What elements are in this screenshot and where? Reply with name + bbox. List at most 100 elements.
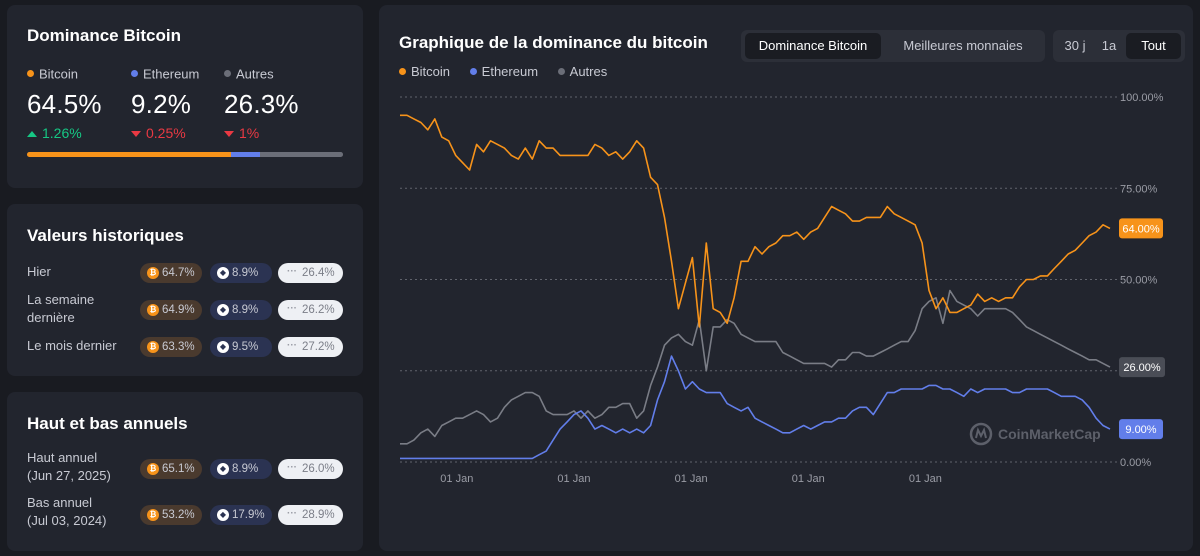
yearly-row-high: Haut annuel (Jun 27, 2025) ₿ 65.1% ◆ 8.9% ·… <box>27 449 343 487</box>
ellipsis-icon: ··· <box>287 303 297 314</box>
eth-pill: ◆ 8.9% <box>210 300 272 320</box>
end-label-ethereum: 9.00% <box>1119 419 1163 440</box>
dominance-bar-autres <box>259 152 343 157</box>
ellipsis-icon: ··· <box>287 508 297 519</box>
svg-text:26.00%: 26.00% <box>1123 362 1161 374</box>
dominance-bar-bitcoin <box>27 152 231 157</box>
ellipsis-icon: ··· <box>287 462 297 473</box>
caret-down-icon <box>224 131 234 138</box>
end-label-bitcoin: 64.00% <box>1119 218 1163 239</box>
coinmarketcap-watermark: CoinMarketCap <box>969 422 1101 446</box>
autres-label: Autres <box>236 66 274 82</box>
eth-pill: ◆ 8.9% <box>210 459 272 479</box>
legend-ethereum-dot <box>469 68 477 76</box>
tab-meilleures-monnaies[interactable]: Meilleures monnaies <box>903 38 1023 53</box>
coinmarketcap-text: CoinMarketCap <box>998 426 1101 442</box>
historical-row-last-month: Le mois dernier ₿ 63.3% ◆ 9.5% ··· 27.2% <box>27 337 343 357</box>
tab-dominance-bitcoin[interactable]: Dominance Bitcoin <box>745 33 881 59</box>
bitcoin-change: 1.26% <box>27 125 137 141</box>
chart-panel: Graphique de la dominance du bitcoin Dom… <box>379 5 1193 551</box>
others-pill: ··· 26.4% <box>278 263 343 283</box>
ethereum-dot <box>131 70 138 78</box>
y-tick-label: 0.00% <box>1120 457 1151 469</box>
caret-up-icon <box>27 131 37 138</box>
series-line-bitcoin <box>400 114 1111 328</box>
autres-value: 26.3% <box>224 89 299 119</box>
bitcoin-icon: ₿ <box>147 509 159 521</box>
bitcoin-label: Bitcoin <box>39 66 79 82</box>
bitcoin-dot <box>27 70 34 78</box>
ethereum-icon: ◆ <box>217 509 229 521</box>
chart-title: Graphique de la dominance du bitcoin <box>399 33 708 52</box>
chart-type-tabs: Dominance Bitcoin Meilleures monnaies <box>741 30 1045 62</box>
dominance-item-ethereum: Ethereum 9.2% 0.25% <box>131 65 231 141</box>
ellipsis-icon: ··· <box>287 340 297 351</box>
bitcoin-icon: ₿ <box>147 304 159 316</box>
coinmarketcap-logo-mark <box>975 427 987 439</box>
btc-pill: ₿ 64.9% <box>140 300 202 320</box>
bitcoin-icon: ₿ <box>147 267 159 279</box>
dominance-bar <box>27 152 343 157</box>
legend-autres: Autres <box>569 64 608 80</box>
row-label: Bas annuel (Jul 03, 2024) <box>27 495 107 528</box>
dominance-line-chart[interactable]: CoinMarketCap 0.00%25.00%50.00%75.00%100… <box>379 5 1193 551</box>
dominance-title: Dominance Bitcoin <box>27 26 181 45</box>
yearly-row-low: Bas annuel (Jul 03, 2024) ₿ 53.2% ◆ 17.9% ·… <box>27 494 343 532</box>
historical-row-yesterday: Hier ₿ 64.7% ◆ 8.9% ··· 26.4% <box>27 263 343 283</box>
coinmarketcap-logo-icon <box>969 422 993 446</box>
legend-bitcoin: Bitcoin <box>411 64 451 80</box>
row-label: Haut annuel (Jun 27, 2025) <box>27 450 111 483</box>
range-tout-button[interactable]: Tout <box>1126 33 1181 59</box>
btc-pill: ₿ 63.3% <box>140 337 202 357</box>
others-pill: ··· 27.2% <box>278 337 343 357</box>
autres-dot <box>224 70 231 78</box>
range-1a-button[interactable]: 1a <box>1101 38 1117 53</box>
chart-legend: Bitcoin Ethereum Autres <box>399 63 607 79</box>
svg-text:9.00%: 9.00% <box>1125 424 1156 436</box>
dominance-card: Dominance Bitcoin Bitcoin 64.5% 1.26% Et… <box>7 5 363 188</box>
others-pill: ··· 26.0% <box>278 459 343 479</box>
btc-pill: ₿ 64.7% <box>140 263 202 283</box>
bitcoin-value: 64.5% <box>27 89 102 119</box>
y-tick-label: 50.00% <box>1120 275 1158 287</box>
bitcoin-icon: ₿ <box>147 463 159 475</box>
svg-text:64.00%: 64.00% <box>1122 223 1160 235</box>
range-tabs: 30 j 1a Tout <box>1053 30 1185 62</box>
others-pill: ··· 26.2% <box>278 300 343 320</box>
ethereum-icon: ◆ <box>217 304 229 316</box>
historical-card: Valeurs historiques Hier ₿ 64.7% ◆ 8.9% ··… <box>7 204 363 376</box>
row-label: Hier <box>27 264 51 279</box>
ethereum-icon: ◆ <box>217 341 229 353</box>
legend-ethereum: Ethereum <box>481 64 539 80</box>
range-30j-button[interactable]: 30 j <box>1064 38 1086 53</box>
eth-pill: ◆ 8.9% <box>210 263 272 283</box>
x-tick-label: 01 Jan <box>557 473 590 485</box>
btc-pill: ₿ 65.1% <box>140 459 202 479</box>
dominance-item-autres: Autres 26.3% 1% <box>224 65 324 141</box>
row-label: La semaine dernière <box>27 292 95 325</box>
ethereum-icon: ◆ <box>217 267 229 279</box>
dominance-bar-ethereum <box>230 152 260 157</box>
yearly-title: Haut et bas annuels <box>27 414 188 433</box>
x-tick-label: 01 Jan <box>909 473 942 485</box>
ethereum-value: 9.2% <box>131 89 192 119</box>
legend-autres-dot <box>557 68 565 76</box>
x-tick-label: 01 Jan <box>792 473 825 485</box>
bitcoin-icon: ₿ <box>147 341 159 353</box>
btc-pill: ₿ 53.2% <box>140 505 202 525</box>
yearly-card: Haut et bas annuels Haut annuel (Jun 27, … <box>7 392 363 551</box>
ethereum-change: 0.25% <box>131 125 231 141</box>
legend-bitcoin-dot <box>399 68 406 76</box>
eth-pill: ◆ 17.9% <box>210 505 272 525</box>
series-line-autres <box>400 289 1111 445</box>
row-label: Le mois dernier <box>27 338 117 353</box>
historical-title: Valeurs historiques <box>27 226 184 245</box>
dominance-item-bitcoin: Bitcoin 64.5% 1.26% <box>27 65 137 141</box>
eth-pill: ◆ 9.5% <box>210 337 272 357</box>
y-tick-label: 100.00% <box>1120 92 1164 104</box>
autres-change: 1% <box>224 125 324 141</box>
x-tick-label: 01 Jan <box>440 473 473 485</box>
ethereum-label: Ethereum <box>143 66 200 82</box>
historical-row-last-week: La semaine dernière ₿ 64.9% ◆ 8.9% ··· 26.2… <box>27 291 343 329</box>
others-pill: ··· 28.9% <box>278 505 343 525</box>
